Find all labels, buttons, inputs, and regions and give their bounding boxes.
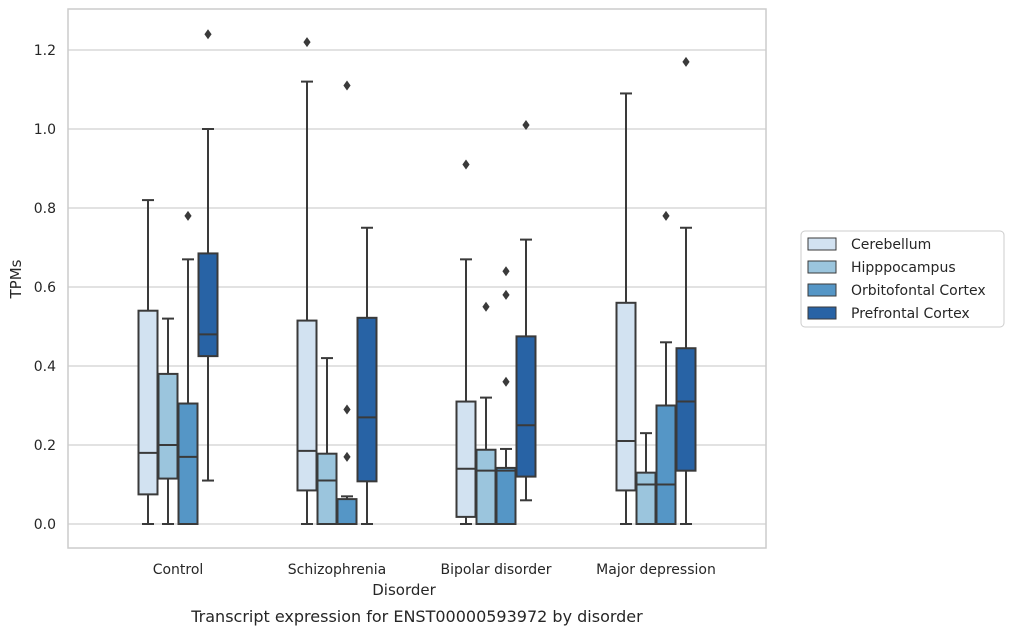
- box-3-3: [675, 56, 697, 525]
- x-tick-label-3: Major depression: [596, 562, 716, 578]
- outlier-point-0: [184, 210, 192, 221]
- box-2-2: [495, 266, 517, 526]
- box-body: [157, 372, 179, 480]
- legend-swatch-2: [807, 283, 837, 297]
- legend-label-2: Orbitofontal Cortex: [851, 283, 986, 299]
- y-tick-label-5: 1.0: [34, 122, 56, 138]
- box-body: [655, 404, 677, 525]
- legend-swatch-0: [807, 237, 837, 251]
- legend: Cerebellum Hipppocampus Orbitofontal Corte…: [800, 230, 1005, 328]
- box-body: [475, 448, 497, 525]
- outlier-point-0: [502, 376, 510, 387]
- box-0-3: [197, 29, 219, 482]
- outlier-point-0: [462, 159, 470, 170]
- box-body: [515, 335, 537, 478]
- legend-label-0: Cerebellum: [851, 237, 931, 253]
- outlier-point-0: [343, 451, 351, 462]
- box-body: [296, 319, 318, 492]
- x-tick-label-0: Control: [153, 562, 204, 578]
- outlier-point-0: [682, 56, 690, 67]
- legend-swatch-1: [807, 260, 837, 274]
- box-body: [197, 252, 219, 358]
- y-tick-label-2: 0.4: [34, 359, 56, 375]
- box-3-1: [635, 432, 657, 525]
- box-body: [356, 316, 378, 483]
- outlier-point-0: [522, 120, 530, 131]
- box-body: [137, 309, 159, 496]
- outlier-point-2: [502, 266, 510, 277]
- plot-frame: [67, 8, 767, 549]
- box-body: [615, 301, 637, 492]
- box-0-2: [177, 210, 199, 525]
- box-1-2: [336, 80, 358, 525]
- box-body: [635, 471, 657, 525]
- box-1-3: [356, 226, 378, 525]
- box-3-2: [655, 210, 677, 525]
- x-axis-label: Disorder: [372, 581, 436, 599]
- y-tick-label-0: 0.0: [34, 517, 56, 533]
- box-body: [455, 400, 477, 518]
- x-tick-labels: Control Schizophrenia Bipolar disorder Majo…: [153, 562, 716, 578]
- box-body: [177, 402, 199, 525]
- legend-swatch-3: [807, 306, 837, 320]
- y-tick-label-4: 0.8: [34, 201, 56, 217]
- plot-marks: [137, 29, 697, 526]
- y-tick-label-6: 1.2: [34, 43, 56, 59]
- box-body: [675, 347, 697, 472]
- outlier-point-1: [502, 289, 510, 300]
- box-1-1: [316, 357, 338, 525]
- box-0-1: [157, 317, 179, 525]
- box-3-0: [615, 92, 637, 525]
- box-2-3: [515, 120, 537, 502]
- legend-label-3: Prefrontal Cortex: [851, 306, 970, 322]
- y-tick-label-1: 0.2: [34, 438, 56, 454]
- chart-caption: Transcript expression for ENST0000059397…: [190, 607, 643, 626]
- outlier-point-0: [482, 301, 490, 312]
- x-tick-label-1: Schizophrenia: [288, 562, 386, 578]
- box-body: [495, 466, 517, 526]
- box-body: [336, 498, 358, 525]
- outlier-point-0: [662, 210, 670, 221]
- legend-frame: [800, 230, 1005, 328]
- outlier-point-0: [303, 37, 311, 48]
- y-tick-label-3: 0.6: [34, 280, 56, 296]
- legend-label-1: Hipppocampus: [851, 260, 956, 276]
- outlier-point-1: [343, 404, 351, 415]
- box-2-1: [475, 301, 497, 525]
- outlier-point-0: [204, 29, 212, 40]
- x-tick-label-2: Bipolar disorder: [440, 562, 551, 578]
- box-body: [316, 452, 338, 525]
- box-0-0: [137, 199, 159, 525]
- y-tick-labels: 0.0 0.2 0.4 0.6 0.8 1.0 1.2: [34, 43, 56, 533]
- outlier-point-2: [343, 80, 351, 91]
- y-axis-label: TPMs: [7, 259, 25, 299]
- box-1-0: [296, 37, 318, 525]
- box-2-0: [455, 159, 477, 525]
